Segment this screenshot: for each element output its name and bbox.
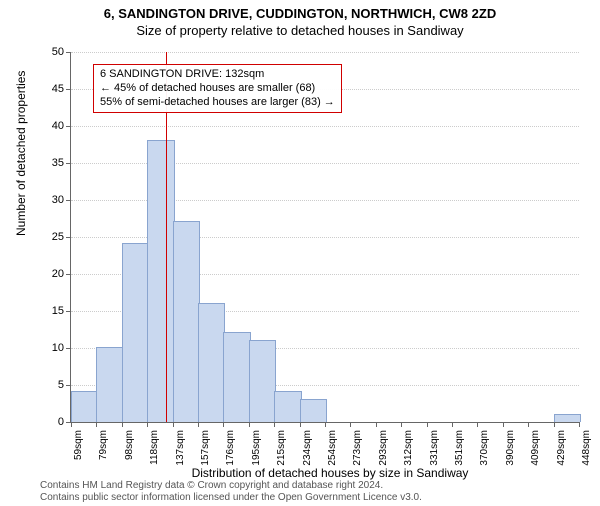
xtick-label: 98sqm [124,430,135,460]
xtick-mark [96,422,97,427]
ytick-mark [66,274,71,275]
ytick-mark [66,385,71,386]
ytick-label: 0 [40,416,64,428]
xtick-mark [147,422,148,427]
annotation-box: 6 SANDINGTON DRIVE: 132sqm← 45% of detac… [93,64,342,113]
xtick-mark [223,422,224,427]
bar [249,340,276,422]
ytick-mark [66,89,71,90]
bar [554,414,581,422]
xtick-mark [325,422,326,427]
chart-title: 6, SANDINGTON DRIVE, CUDDINGTON, NORTHWI… [0,6,600,21]
xtick-mark [122,422,123,427]
xtick-mark [503,422,504,427]
bar [96,347,123,422]
xtick-mark [274,422,275,427]
ytick-label: 50 [40,46,64,58]
ytick-mark [66,237,71,238]
bar [274,391,301,422]
ytick-mark [66,311,71,312]
xtick-label: 195sqm [251,430,262,466]
ytick-mark [66,200,71,201]
xtick-mark [427,422,428,427]
xtick-label: 429sqm [556,430,567,466]
xtick-label: 137sqm [175,430,186,466]
ytick-mark [66,126,71,127]
chart-subtitle: Size of property relative to detached ho… [0,23,600,38]
xtick-label: 157sqm [200,430,211,466]
ytick-mark [66,163,71,164]
xtick-label: 409sqm [530,430,541,466]
gridline [71,126,579,127]
ytick-label: 35 [40,157,64,169]
xtick-label: 390sqm [505,430,516,466]
bar [300,399,327,422]
xtick-mark [477,422,478,427]
xtick-mark [198,422,199,427]
bar [71,391,98,422]
xtick-label: 293sqm [378,430,389,466]
gridline [71,52,579,53]
xtick-mark [579,422,580,427]
xtick-mark [71,422,72,427]
annotation-line1: 6 SANDINGTON DRIVE: 132sqm [100,68,335,82]
ytick-label: 10 [40,342,64,354]
annotation-line3: 55% of semi-detached houses are larger (… [100,96,335,110]
xtick-label: 118sqm [149,430,160,465]
xtick-mark [401,422,402,427]
x-axis-label: Distribution of detached houses by size … [30,466,600,480]
footer-line-2: Contains public sector information licen… [40,492,422,504]
xtick-label: 370sqm [479,430,490,466]
ytick-label: 30 [40,194,64,206]
plot-area: 6 SANDINGTON DRIVE: 132sqm← 45% of detac… [70,52,578,422]
bar [147,140,174,422]
footer-line-1: Contains HM Land Registry data © Crown c… [40,480,422,492]
xtick-label: 215sqm [276,430,287,466]
ytick-label: 5 [40,379,64,391]
ytick-label: 25 [40,231,64,243]
ytick-mark [66,52,71,53]
xtick-mark [173,422,174,427]
xtick-label: 312sqm [403,430,414,466]
xtick-mark [376,422,377,427]
xtick-label: 331sqm [429,430,440,466]
xtick-mark [350,422,351,427]
xtick-label: 448sqm [581,430,592,466]
xtick-mark [300,422,301,427]
ytick-label: 40 [40,120,64,132]
xtick-label: 59sqm [73,430,84,460]
ytick-label: 20 [40,268,64,280]
ytick-label: 15 [40,305,64,317]
ytick-label: 45 [40,83,64,95]
bar [223,332,250,422]
xtick-label: 273sqm [352,430,363,466]
bar [173,221,200,422]
bar [122,243,149,422]
y-axis-label: Number of detached properties [14,71,28,236]
bar [198,303,225,422]
footer-text: Contains HM Land Registry data © Crown c… [40,480,422,504]
xtick-mark [249,422,250,427]
ytick-mark [66,348,71,349]
xtick-label: 176sqm [225,430,236,466]
plot-inner: 6 SANDINGTON DRIVE: 132sqm← 45% of detac… [70,52,579,423]
xtick-label: 254sqm [327,430,338,466]
annotation-line2: ← 45% of detached houses are smaller (68… [100,82,335,96]
xtick-mark [554,422,555,427]
xtick-label: 234sqm [302,430,313,466]
xtick-mark [528,422,529,427]
xtick-mark [452,422,453,427]
xtick-label: 351sqm [454,430,465,466]
xtick-label: 79sqm [98,430,109,460]
